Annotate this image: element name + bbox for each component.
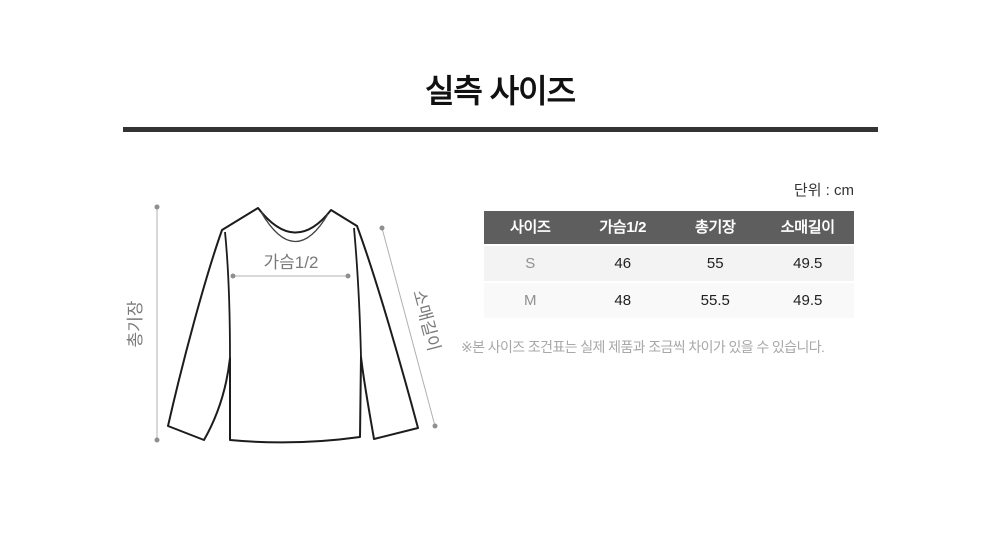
- column-header-size: 사이즈: [509, 219, 551, 236]
- chest-value: 48: [614, 292, 632, 309]
- measure-dot: [345, 273, 351, 279]
- shirt-measurement-diagram: 총기장 가슴1/2 소매길이: [125, 190, 465, 466]
- column-header-total-length: 총기장: [694, 219, 736, 236]
- sleeve-length-measure-line: [381, 227, 436, 427]
- measure-dot: [154, 437, 160, 443]
- table-row-size-s: S 46 55 49.5: [484, 246, 854, 281]
- sleeve-length-label: 소매길이: [409, 288, 444, 353]
- unit-label: 단위 : cm: [793, 182, 854, 199]
- table-row-size-m: M 48 55.5 49.5: [484, 283, 854, 318]
- sleeve-length-value: 49.5: [793, 292, 823, 309]
- page-title: 실측 사이즈: [424, 73, 576, 109]
- sleeve-length-value: 49.5: [793, 255, 823, 272]
- shirt-outline: [167, 207, 419, 444]
- measure-dot: [230, 273, 236, 279]
- size-value: S: [525, 255, 536, 272]
- size-table-header-row: 사이즈 가슴1/2 총기장 소매길이: [484, 211, 854, 244]
- title-divider-rule: [123, 127, 878, 132]
- total-length-value: 55: [706, 255, 724, 272]
- measure-dot: [379, 225, 385, 231]
- chest-label: 가슴1/2: [264, 253, 319, 272]
- chest-value: 46: [614, 255, 632, 272]
- column-header-chest: 가슴1/2: [599, 219, 647, 236]
- total-length-value: 55.5: [700, 292, 730, 309]
- collar-seam: [260, 211, 329, 243]
- size-table: 사이즈 가슴1/2 총기장 소매길이 S 46 55 49.5 M 48 55.…: [484, 211, 854, 318]
- shirt-diagram-svg: 총기장 가슴1/2 소매길이: [126, 204, 444, 444]
- right-armhole-seam: [353, 227, 362, 358]
- left-armhole-seam: [224, 231, 231, 359]
- measure-dot: [432, 423, 438, 429]
- size-disclaimer-note: ※본 사이즈 조건표는 실제 제품과 조금씩 차이가 있을 수 있습니다.: [461, 339, 825, 355]
- total-length-label: 총기장: [126, 300, 145, 347]
- column-header-sleeve-length: 소매길이: [780, 219, 835, 236]
- size-value: M: [524, 292, 537, 309]
- measure-dot: [154, 204, 160, 210]
